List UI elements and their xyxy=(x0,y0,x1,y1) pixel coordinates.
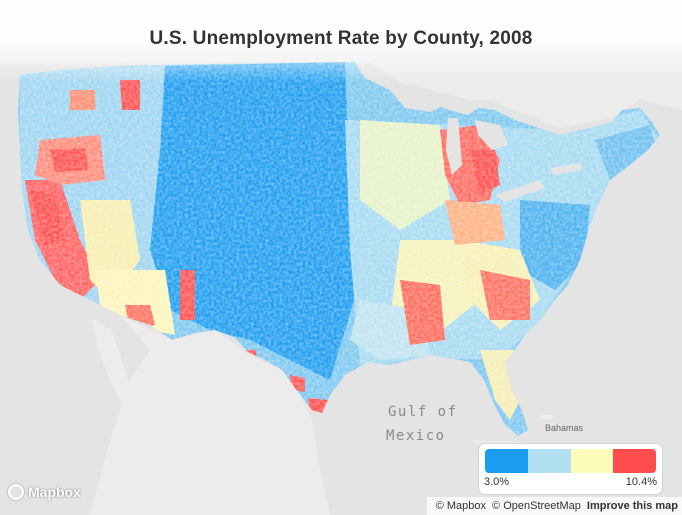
legend-min-label: 3.0% xyxy=(484,476,510,488)
map-title: U.S. Unemployment Rate by County, 2008 xyxy=(149,28,533,49)
title-bar: U.S. Unemployment Rate by County, 2008 xyxy=(0,0,682,82)
legend-swatch-2 xyxy=(527,449,571,473)
attribution: © Mapbox © OpenStreetMap Improve this ma… xyxy=(426,497,682,515)
lake-huron xyxy=(475,120,508,150)
legend-bar xyxy=(485,449,656,473)
improve-map-link[interactable]: Improve this map xyxy=(586,500,678,512)
mapbox-logo[interactable]: Mapbox xyxy=(8,484,81,500)
mexico-land xyxy=(90,315,330,515)
mapbox-logo-text: Mapbox xyxy=(28,484,81,500)
lake-superior xyxy=(390,90,445,112)
legend: 3.0% 10.4% xyxy=(479,444,662,494)
lake-ontario xyxy=(550,163,582,175)
lake-erie xyxy=(495,180,545,202)
legend-swatch-3 xyxy=(570,449,614,473)
legend-max-label: 10.4% xyxy=(625,476,657,488)
attribution-mapbox-link[interactable]: © Mapbox xyxy=(435,500,486,512)
gulf-label-line2: Mexico xyxy=(386,428,446,444)
bahamas-land xyxy=(540,415,554,419)
legend-swatch-4 xyxy=(613,449,656,473)
gulf-label-line1: Gulf of xyxy=(388,404,458,420)
lake-michigan xyxy=(446,118,462,175)
bahamas-label: Bahamas xyxy=(545,423,584,433)
attribution-osm-link[interactable]: © OpenStreetMap xyxy=(492,500,581,512)
legend-swatch-1 xyxy=(485,449,528,473)
mapbox-logo-icon xyxy=(8,484,24,500)
baja-land xyxy=(92,318,140,420)
